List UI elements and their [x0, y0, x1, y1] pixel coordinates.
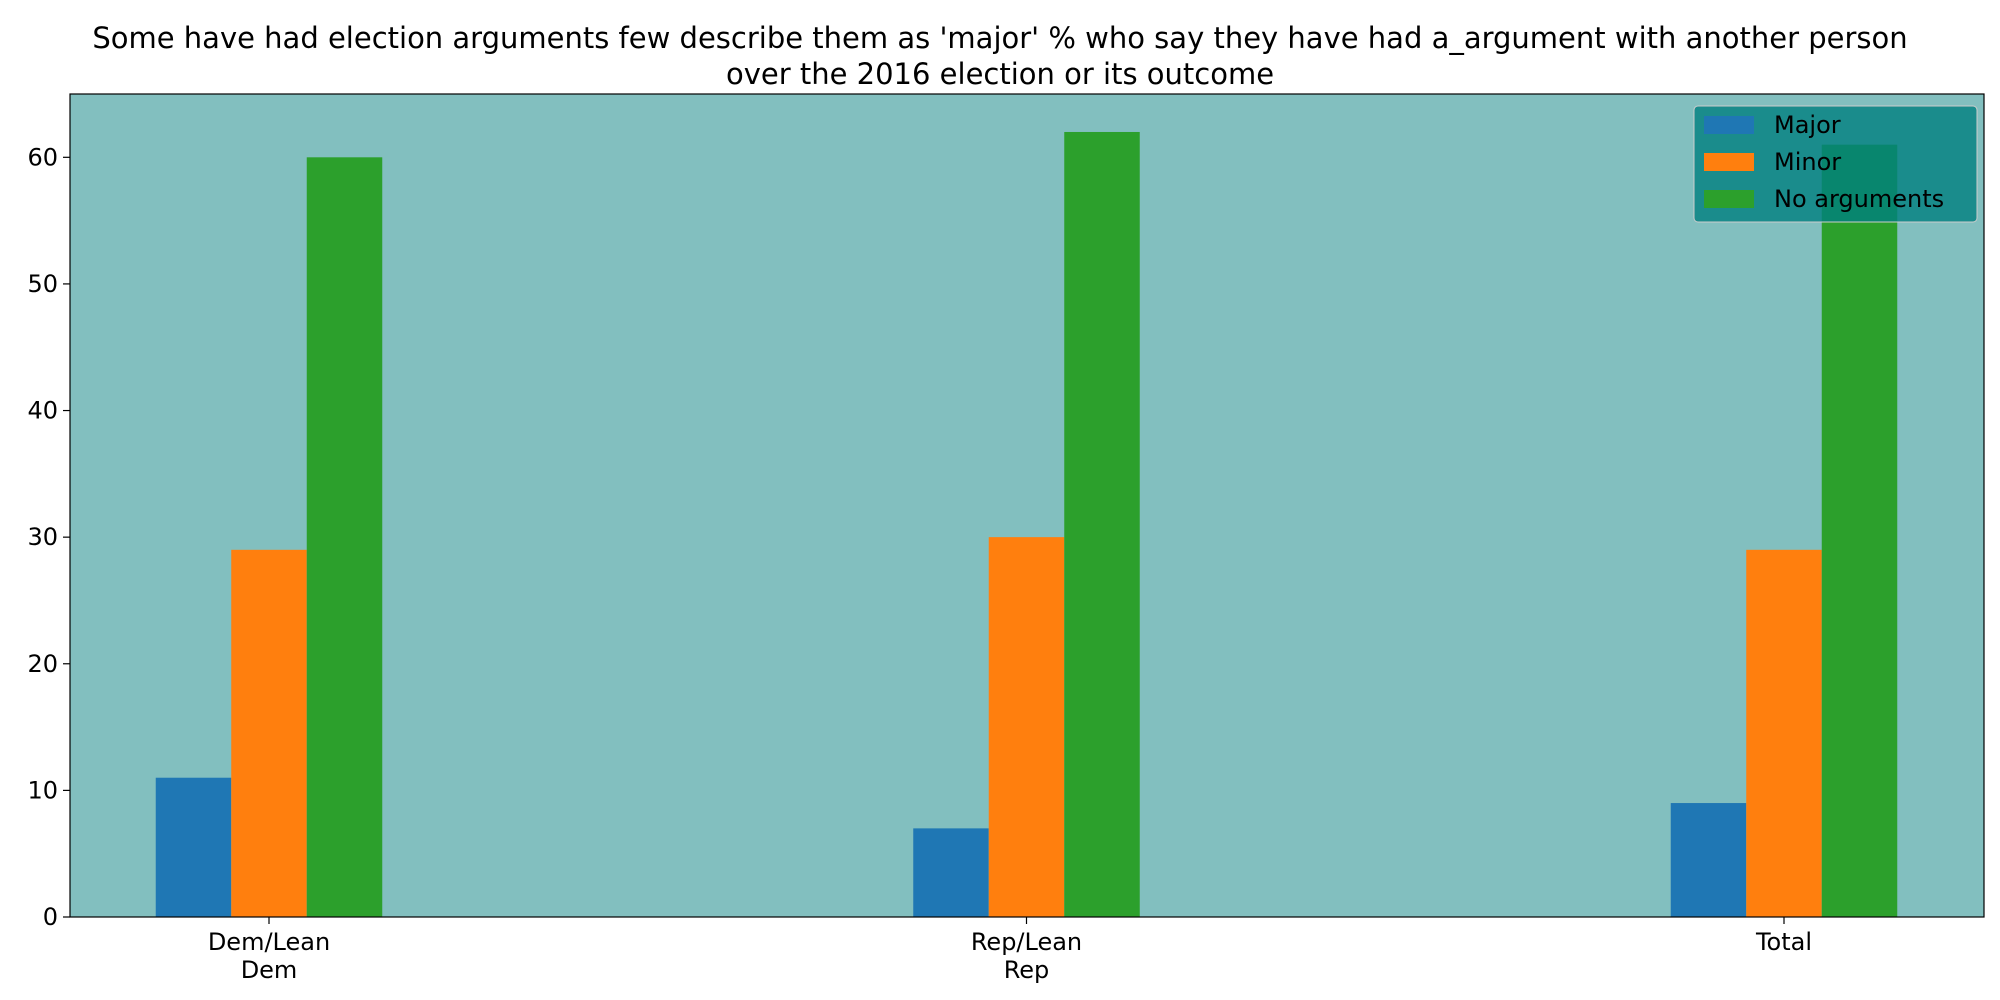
bars-layer	[155, 131, 1898, 918]
y-tick-label: 50	[27, 270, 58, 298]
y-tick-label: 30	[27, 523, 58, 551]
y-tick-label: 60	[27, 143, 58, 171]
y-tick-label: 40	[27, 397, 58, 425]
x-tick-label: Dem/Lean Dem	[208, 928, 330, 984]
bar-no-arguments-total	[1821, 144, 1898, 918]
chart-title: Some have had election arguments few des…	[92, 21, 1908, 91]
bar-major-rep-lean-rep	[913, 828, 989, 917]
bar-minor-dem-lean-dem	[231, 549, 307, 917]
legend-box	[1693, 105, 1978, 223]
legend-label-minor: Minor	[1774, 148, 1841, 176]
x-tick-label: Rep/Lean Rep	[971, 928, 1082, 984]
axes-layer: 0 10 20 30 40 50 60 Dem/Lean Dem Rep/Lean Rep Total	[27, 93, 1985, 984]
y-tick-label: 0	[43, 903, 58, 931]
bar-major-dem-lean-dem	[155, 777, 232, 917]
y-tick-label: 20	[27, 650, 58, 678]
bar-minor-total	[1746, 549, 1822, 917]
y-tick-label: 10	[27, 776, 58, 804]
legend-swatch-no-arguments	[1704, 190, 1754, 208]
legend-swatch-major	[1704, 116, 1754, 134]
legend: Major Minor No arguments	[1693, 105, 1978, 223]
legend-label-major: Major	[1774, 111, 1841, 139]
bar-major-total	[1670, 803, 1747, 917]
x-tick-label: Total	[1755, 928, 1812, 956]
bar-no-arguments-dem-lean-dem	[306, 157, 383, 918]
legend-label-no-arguments: No arguments	[1774, 185, 1944, 213]
bar-minor-rep-lean-rep	[988, 537, 1065, 917]
legend-swatch-minor	[1704, 153, 1754, 171]
bar-no-arguments-rep-lean-rep	[1064, 131, 1140, 917]
